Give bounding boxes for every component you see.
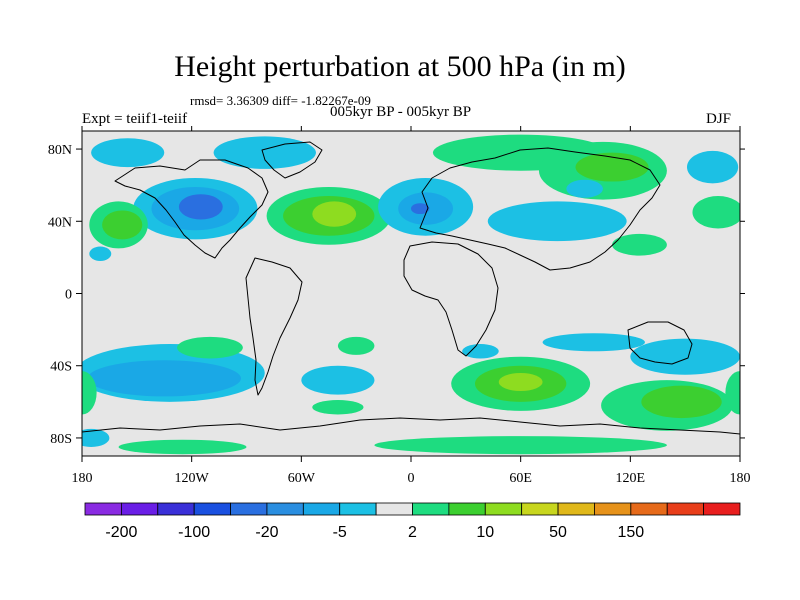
- contour-region: [87, 360, 242, 397]
- chart-title: Height perturbation at 500 hPa (in m): [174, 50, 626, 83]
- contour-region: [630, 338, 740, 375]
- contour-region: [91, 138, 165, 168]
- y-axis: 80N 40N 0 40S 80S: [48, 143, 745, 447]
- colorbar-label: -200: [105, 524, 137, 541]
- contour-region: [641, 385, 722, 419]
- contour-region: [82, 428, 110, 447]
- x-tick-label: 120W: [175, 471, 210, 486]
- contour-region: [692, 196, 740, 229]
- contour-region: [82, 371, 97, 415]
- colorbar-swatch: [448, 502, 486, 516]
- contour-region: [411, 203, 430, 215]
- contour-region: [312, 201, 357, 227]
- contour-region: [301, 365, 375, 395]
- colorbar-swatch: [339, 502, 377, 516]
- colorbar-label: -5: [333, 524, 347, 541]
- y-tick-label: 40N: [48, 215, 72, 230]
- colorbar-label: -20: [255, 524, 278, 541]
- x-axis: 180 120W 60W 0 60E 120E 180: [72, 126, 751, 486]
- coastline-australia: [627, 321, 693, 365]
- contour-region: [542, 333, 645, 352]
- colorbar-swatch: [230, 502, 268, 516]
- contour-fill-layer: [82, 134, 740, 455]
- colorbar-swatch: [630, 502, 668, 516]
- map-plot: [82, 131, 740, 456]
- colorbar: -200 -100 -20 -5 2 10 50 150: [84, 502, 741, 541]
- colorbar-swatch: [375, 502, 413, 516]
- y-tick-label: 80S: [50, 432, 72, 447]
- x-tick-label: 180: [72, 471, 93, 486]
- colorbar-swatch: [266, 502, 304, 516]
- coastline-africa: [403, 241, 499, 357]
- contour-region: [566, 179, 603, 198]
- colorbar-swatch: [557, 502, 595, 516]
- contour-region: [178, 194, 223, 220]
- colorbar-label: 150: [617, 524, 644, 541]
- x-tick-label: 60E: [509, 471, 532, 486]
- contour-region: [498, 372, 543, 391]
- experiment-label: Expt = teiif1-teiif: [82, 111, 188, 127]
- contour-region: [118, 439, 247, 455]
- colorbar-label: -100: [178, 524, 210, 541]
- colorbar-label: 10: [476, 524, 494, 541]
- colorbar-swatch: [703, 502, 741, 516]
- colorbar-label: 50: [549, 524, 567, 541]
- contour-region: [337, 336, 375, 355]
- colorbar-swatch: [521, 502, 559, 516]
- contour-region: [487, 201, 627, 242]
- colorbar-swatch: [594, 502, 632, 516]
- colorbar-swatch: [84, 502, 122, 516]
- colorbar-swatch: [484, 502, 523, 516]
- coastline-south-america: [245, 257, 303, 396]
- contour-region: [312, 400, 364, 415]
- x-tick-label: 60W: [288, 471, 316, 486]
- season-label: DJF: [706, 111, 732, 127]
- coastline-greenland: [261, 141, 323, 179]
- colorbar-swatch: [120, 502, 159, 516]
- colorbar-swatch: [302, 502, 341, 516]
- colorbar-swatch: [412, 502, 450, 516]
- contour-region: [374, 436, 667, 455]
- y-tick-label: 40S: [50, 360, 72, 375]
- contour-region: [725, 371, 740, 415]
- stats-label: rmsd= 3.36309 diff= -1.82267e-09: [190, 93, 371, 108]
- colorbar-swatch: [666, 502, 705, 516]
- colorbar-swatch: [157, 502, 195, 516]
- y-tick-label: 0: [65, 288, 72, 303]
- y-tick-label: 80N: [48, 143, 72, 158]
- coastline-north-america: [114, 159, 269, 259]
- x-tick-label: 0: [408, 471, 415, 486]
- contour-region: [612, 233, 667, 256]
- coastline-eurasia: [419, 147, 661, 271]
- contour-region: [213, 136, 316, 169]
- coastlines: [82, 141, 740, 435]
- colorbar-label: 2: [408, 524, 417, 541]
- period-label: 005kyr BP - 005kyr BP: [330, 104, 472, 120]
- x-tick-label: 180: [730, 471, 751, 486]
- contour-region: [177, 336, 243, 359]
- colorbar-swatch: [193, 502, 231, 516]
- contour-region: [462, 344, 499, 359]
- contour-region: [686, 150, 739, 184]
- contour-region: [89, 246, 112, 261]
- coastline-antarctica: [82, 417, 740, 435]
- x-tick-label: 120E: [616, 471, 646, 486]
- contour-region: [102, 210, 143, 240]
